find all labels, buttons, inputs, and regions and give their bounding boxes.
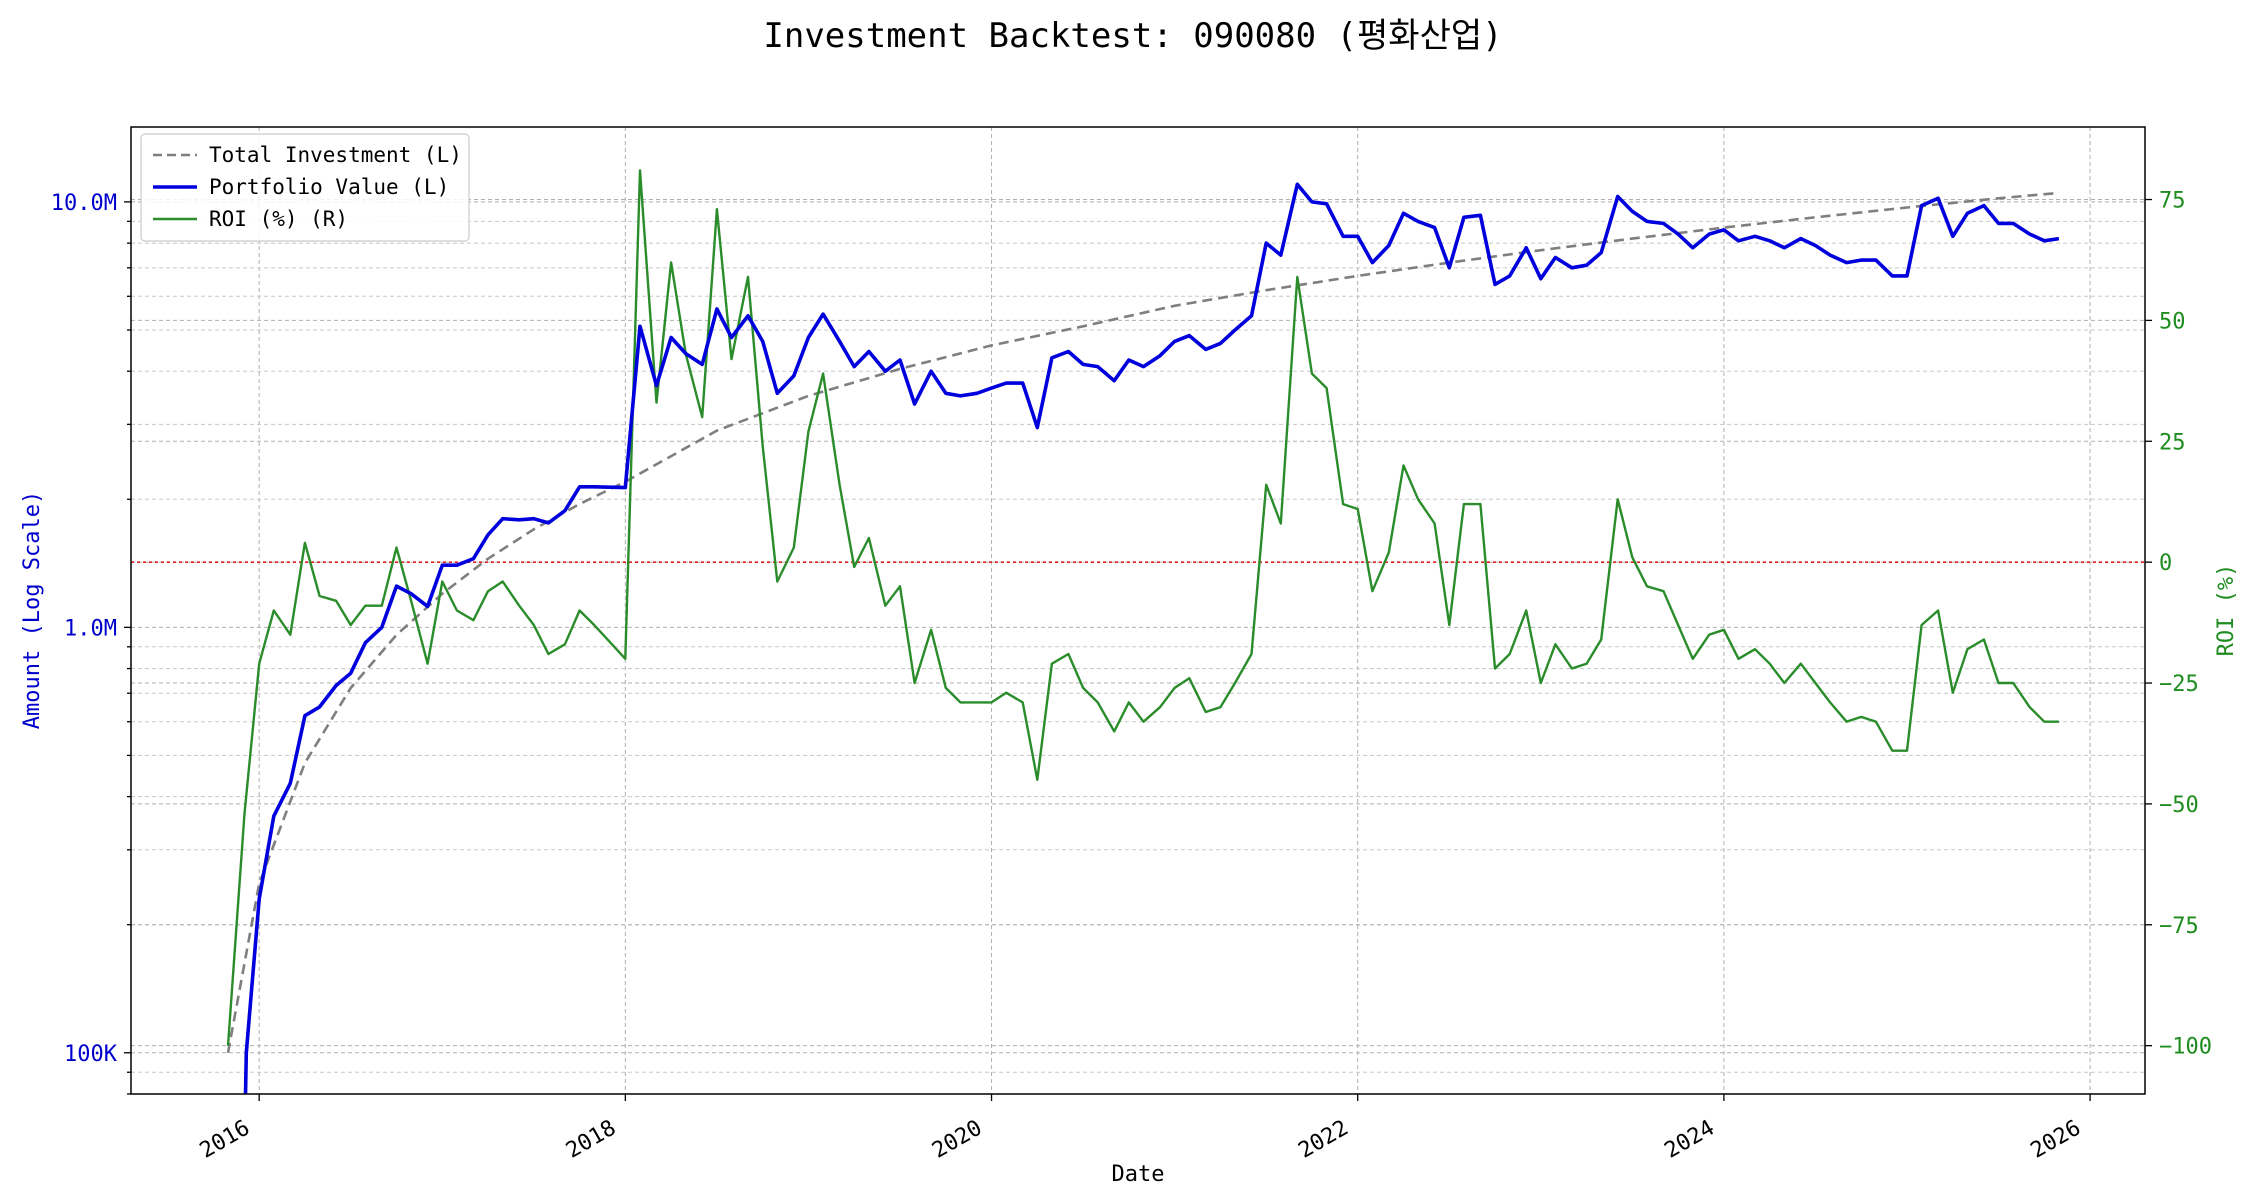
axis-ticks-layer: 2016 2018 2020 2022 2024 2026 100K 1.0M 10.0M −10… (51, 189, 2212, 1164)
portfolio-value-line (243, 182, 2060, 1094)
x-tick-label: 2018 (562, 1116, 620, 1164)
right-y-tick-label: −75 (2159, 914, 2199, 939)
legend-label: ROI (%) (R) (209, 207, 348, 231)
x-axis-title: Date (1112, 1162, 1165, 1187)
x-tick-label: 2022 (1294, 1116, 1352, 1164)
right-y-tick-label: −25 (2159, 672, 2199, 697)
right-y-axis-title: ROI (%) (2214, 564, 2239, 657)
legend-label: Total Investment (L) (209, 143, 462, 167)
x-tick-label: 2020 (928, 1116, 986, 1164)
series-layer (226, 169, 2060, 1094)
right-y-tick-label: 25 (2159, 430, 2186, 455)
roi-line (226, 169, 2059, 1046)
left-y-axis-title: Amount (Log Scale) (20, 491, 45, 729)
right-y-tick-label: 50 (2159, 309, 2186, 334)
chart-title: Investment Backtest: 090080 (평화산업) (763, 16, 1502, 56)
grid-layer (131, 127, 2145, 1095)
right-y-tick-label: −50 (2159, 793, 2199, 818)
legend-box (140, 133, 470, 242)
right-y-tick-label: 75 (2159, 189, 2186, 214)
left-y-tick-label: 100K (64, 1042, 118, 1067)
total-investment-line (226, 191, 2060, 1054)
legend-label: Portfolio Value (L) (209, 175, 449, 199)
x-tick-label: 2026 (2027, 1116, 2085, 1164)
left-y-tick-label: 10.0M (51, 191, 117, 216)
plot-area-frame (130, 126, 2146, 1095)
right-y-tick-label: −100 (2159, 1035, 2212, 1060)
right-y-tick-label: 0 (2159, 551, 2172, 576)
left-y-tick-label: 1.0M (64, 616, 117, 641)
x-tick-label: 2024 (1661, 1116, 1719, 1164)
x-tick-label: 2016 (196, 1116, 254, 1164)
legend: Total Investment (L) Portfolio Value (L) R… (140, 133, 470, 242)
